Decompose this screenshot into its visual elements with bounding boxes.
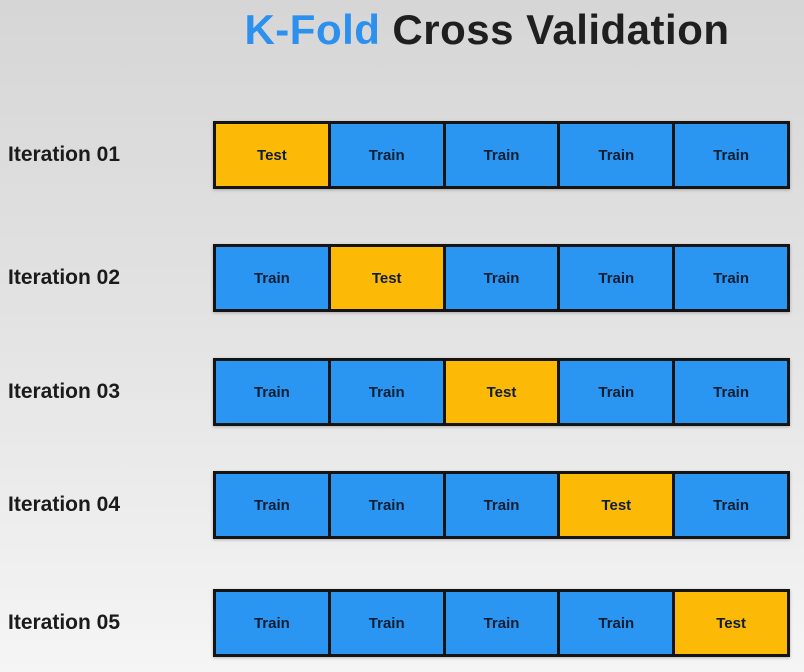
fold-cell: Train bbox=[672, 471, 790, 539]
fold-grid: Train Train Train Train Test bbox=[213, 589, 790, 657]
fold-cell: Train bbox=[672, 358, 790, 426]
fold-cell: Test bbox=[442, 358, 561, 426]
fold-cell: Test bbox=[672, 589, 790, 657]
iteration-row: Iteration 04 Train Train Train Test Trai… bbox=[0, 471, 804, 539]
fold-cell: Train bbox=[672, 121, 790, 189]
fold-cell: Train bbox=[442, 121, 561, 189]
iteration-row: Iteration 05 Train Train Train Train Tes… bbox=[0, 589, 804, 657]
title-highlight: K-Fold bbox=[244, 6, 381, 53]
fold-cell: Train bbox=[327, 358, 446, 426]
iteration-label: Iteration 05 bbox=[8, 611, 121, 634]
fold-cell: Test bbox=[557, 471, 676, 539]
fold-cell: Test bbox=[327, 244, 446, 312]
fold-cell: Train bbox=[327, 589, 446, 657]
iteration-row: Iteration 02 Train Test Train Train Trai… bbox=[0, 244, 804, 312]
fold-cell: Train bbox=[442, 244, 561, 312]
fold-cell: Train bbox=[213, 589, 331, 657]
fold-cell: Train bbox=[213, 471, 331, 539]
iteration-label: Iteration 03 bbox=[8, 380, 121, 403]
fold-cell: Train bbox=[557, 589, 676, 657]
fold-cell: Train bbox=[213, 358, 331, 426]
fold-grid: Train Train Test Train Train bbox=[213, 358, 790, 426]
fold-grid: Test Train Train Train Train bbox=[213, 121, 790, 189]
iteration-label: Iteration 02 bbox=[8, 266, 121, 289]
fold-cell: Train bbox=[672, 244, 790, 312]
fold-cell: Train bbox=[327, 121, 446, 189]
fold-cell: Train bbox=[557, 121, 676, 189]
fold-cell: Test bbox=[213, 121, 331, 189]
page-title: K-Fold Cross Validation bbox=[170, 6, 804, 54]
fold-cell: Train bbox=[557, 358, 676, 426]
fold-cell: Train bbox=[213, 244, 331, 312]
iteration-label: Iteration 01 bbox=[8, 143, 121, 166]
fold-cell: Train bbox=[442, 589, 561, 657]
iteration-row: Iteration 01 Test Train Train Train Trai… bbox=[0, 121, 804, 189]
fold-grid: Train Test Train Train Train bbox=[213, 244, 790, 312]
fold-cell: Train bbox=[327, 471, 446, 539]
fold-grid: Train Train Train Test Train bbox=[213, 471, 790, 539]
iteration-label: Iteration 04 bbox=[8, 493, 121, 516]
fold-cell: Train bbox=[557, 244, 676, 312]
fold-cell: Train bbox=[442, 471, 561, 539]
iteration-row: Iteration 03 Train Train Test Train Trai… bbox=[0, 358, 804, 426]
title-rest: Cross Validation bbox=[392, 6, 730, 53]
